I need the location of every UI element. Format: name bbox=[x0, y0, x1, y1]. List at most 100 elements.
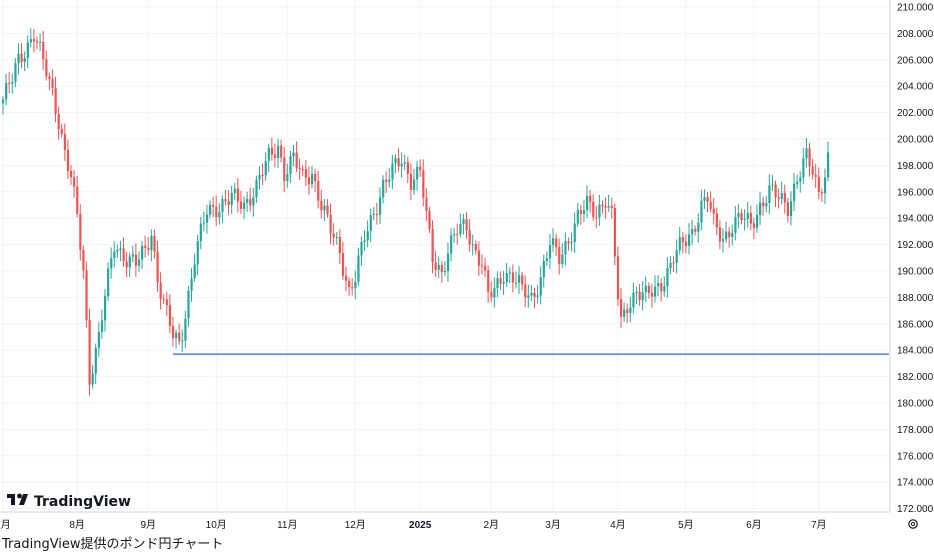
candle-body bbox=[400, 163, 403, 167]
tradingview-logo-icon bbox=[7, 493, 28, 505]
candle-body bbox=[768, 185, 771, 204]
candle-body bbox=[76, 186, 79, 214]
candle-body bbox=[110, 258, 113, 269]
candle-body bbox=[675, 250, 678, 263]
candle-body bbox=[378, 197, 382, 215]
candle-body bbox=[712, 208, 715, 214]
gear-icon[interactable] bbox=[908, 519, 918, 529]
candle-body bbox=[786, 202, 790, 217]
candle-body bbox=[465, 219, 468, 231]
candle-body bbox=[440, 265, 443, 273]
candle-body bbox=[159, 282, 162, 300]
candle-body bbox=[45, 59, 48, 77]
candle-body bbox=[749, 212, 752, 224]
candle-body bbox=[141, 245, 144, 260]
candle-body bbox=[289, 156, 292, 175]
candle-body bbox=[715, 213, 718, 228]
candle-body bbox=[122, 248, 125, 262]
candle-body bbox=[453, 233, 456, 236]
candle-body bbox=[570, 241, 573, 244]
candle-body bbox=[700, 200, 703, 223]
time-tick-label: 9月 bbox=[140, 519, 156, 531]
candle-body bbox=[125, 261, 128, 268]
candle-body bbox=[69, 170, 73, 178]
candle-body bbox=[243, 202, 246, 209]
candle-body bbox=[422, 170, 425, 198]
candle-body bbox=[564, 241, 567, 255]
candle-body bbox=[567, 241, 570, 244]
price-tick-label: 194.000 bbox=[897, 214, 934, 225]
candle-body bbox=[416, 166, 419, 180]
candle-body bbox=[703, 197, 706, 201]
candle-body bbox=[332, 233, 335, 238]
candle-body bbox=[20, 53, 23, 62]
time-tick-label: 7月 bbox=[811, 519, 827, 531]
candle-body bbox=[573, 223, 576, 242]
candle-body bbox=[66, 150, 70, 171]
candle-body bbox=[311, 173, 314, 185]
candle-body bbox=[613, 208, 617, 257]
candle-body bbox=[307, 177, 311, 185]
candle-body bbox=[487, 270, 490, 292]
candle-body bbox=[205, 214, 209, 223]
logo-text: TradingView bbox=[34, 494, 131, 510]
candle-body bbox=[150, 235, 153, 251]
candle-body bbox=[317, 180, 320, 201]
candle-body bbox=[348, 280, 351, 288]
candle-body bbox=[63, 133, 66, 151]
candle-body bbox=[165, 299, 168, 306]
candle-body bbox=[709, 201, 712, 209]
candle-body bbox=[462, 219, 465, 224]
candle-body bbox=[366, 231, 369, 241]
candle-body bbox=[202, 222, 206, 224]
candle-body bbox=[632, 292, 635, 308]
candle-body bbox=[755, 215, 759, 228]
price-tick-label: 184.000 bbox=[897, 346, 934, 357]
candle-body bbox=[706, 197, 709, 202]
candle-body bbox=[82, 249, 85, 271]
price-tick-label: 186.000 bbox=[897, 319, 934, 330]
candle-body bbox=[23, 57, 26, 62]
candle-body bbox=[360, 241, 363, 256]
candle-body bbox=[292, 152, 295, 157]
candle-body bbox=[137, 259, 141, 266]
candle-body bbox=[11, 81, 14, 84]
candle-body bbox=[820, 192, 824, 194]
price-axis: 210.000 208.000 206.000 204.000 202.000 200.0… bbox=[897, 3, 934, 516]
candle-body bbox=[113, 251, 116, 259]
candle-body bbox=[385, 179, 388, 182]
candle-body bbox=[808, 148, 811, 167]
candle-body bbox=[335, 237, 338, 239]
candle-body bbox=[341, 253, 345, 276]
candle-body bbox=[437, 265, 440, 270]
candle-body bbox=[134, 254, 138, 266]
candle-body bbox=[539, 277, 542, 296]
candle-body bbox=[406, 162, 409, 175]
candle-body bbox=[802, 158, 805, 178]
candle-body bbox=[184, 318, 187, 341]
candle-body bbox=[301, 168, 304, 170]
candle-body bbox=[805, 148, 808, 159]
candle-body bbox=[527, 295, 530, 298]
time-tick-label: 4月 bbox=[610, 519, 626, 531]
candle-body bbox=[620, 299, 623, 317]
candle-body bbox=[286, 174, 289, 181]
candle-body bbox=[190, 278, 193, 291]
candle-body bbox=[644, 285, 647, 293]
candle-body bbox=[295, 152, 298, 168]
candle-body bbox=[48, 76, 51, 80]
candle-body bbox=[425, 197, 428, 211]
candle-body bbox=[409, 174, 413, 190]
candle-body bbox=[582, 210, 586, 215]
candle-body bbox=[635, 291, 638, 293]
candle-body bbox=[663, 286, 666, 292]
candle-body bbox=[746, 212, 749, 219]
candles bbox=[2, 28, 830, 396]
candle-body bbox=[193, 264, 196, 279]
candle-body bbox=[499, 278, 502, 284]
candle-body bbox=[459, 223, 462, 235]
time-tick-label: 12月 bbox=[345, 519, 366, 531]
candle-body bbox=[728, 231, 731, 238]
candle-body bbox=[508, 272, 511, 274]
